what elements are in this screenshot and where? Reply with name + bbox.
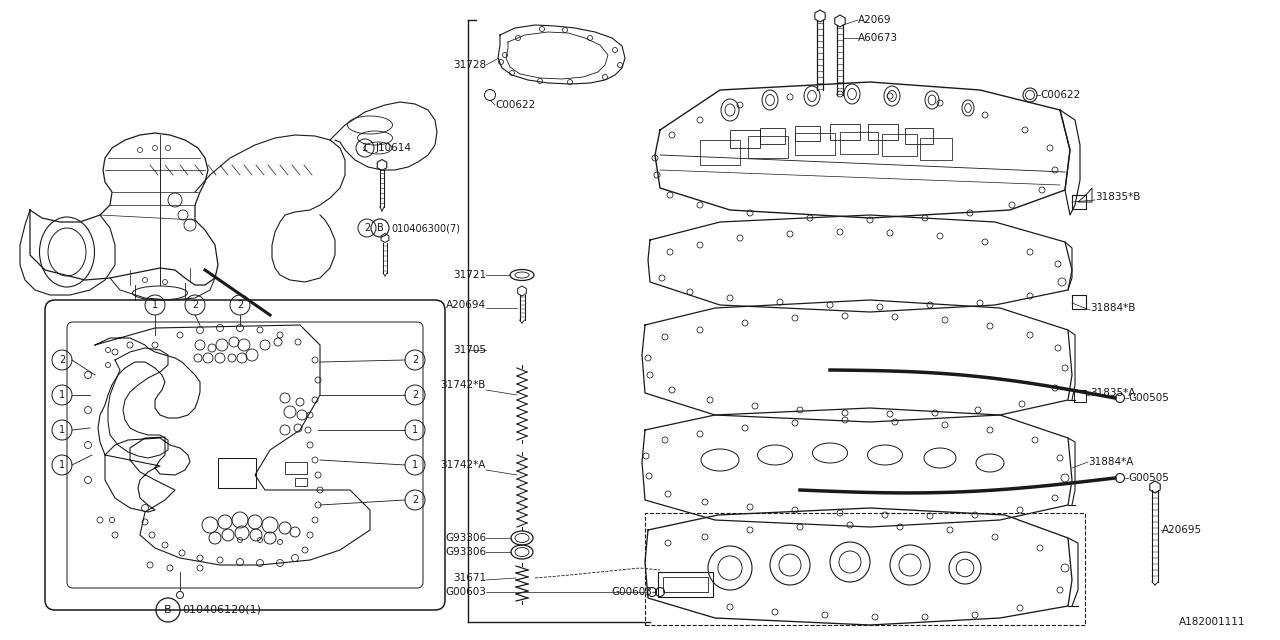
Text: 1: 1: [412, 460, 419, 470]
Bar: [760, 128, 785, 144]
Text: 2: 2: [412, 495, 419, 505]
Text: 31835*A: 31835*A: [1091, 388, 1135, 398]
Bar: [645, 513, 1085, 625]
Bar: [730, 130, 760, 148]
Text: 2: 2: [412, 390, 419, 400]
Bar: [882, 134, 916, 156]
Text: G00603: G00603: [445, 587, 486, 597]
Bar: [218, 458, 256, 488]
Bar: [285, 462, 307, 474]
Text: 2: 2: [237, 300, 243, 310]
Text: 31884*A: 31884*A: [1088, 457, 1133, 467]
Text: A60673: A60673: [858, 33, 899, 43]
Text: 31705: 31705: [453, 345, 486, 355]
Text: A182001111: A182001111: [1179, 617, 1245, 627]
Text: C00622: C00622: [495, 100, 535, 110]
Text: J10614: J10614: [376, 143, 412, 153]
Text: 010406300(7): 010406300(7): [390, 223, 460, 233]
Text: G00505: G00505: [1128, 393, 1169, 403]
Bar: [795, 133, 835, 155]
Text: 31721: 31721: [453, 270, 486, 280]
Bar: [840, 132, 878, 154]
Text: 1: 1: [59, 390, 65, 400]
Bar: [658, 572, 713, 597]
Text: G93306: G93306: [445, 547, 486, 557]
Text: C00622: C00622: [1039, 90, 1080, 100]
Text: 2: 2: [192, 300, 198, 310]
Text: G00505: G00505: [1128, 473, 1169, 483]
Text: 31884*B: 31884*B: [1091, 303, 1135, 313]
Text: 31671: 31671: [453, 573, 486, 583]
Bar: [868, 124, 899, 140]
Text: 2: 2: [364, 223, 370, 233]
Text: 1: 1: [152, 300, 157, 310]
Text: 1: 1: [412, 425, 419, 435]
Text: G00603: G00603: [611, 587, 652, 597]
Bar: [294, 478, 307, 486]
Text: B: B: [376, 223, 384, 233]
Bar: [700, 140, 740, 165]
Text: 31835*B: 31835*B: [1094, 192, 1140, 202]
Bar: [920, 138, 952, 160]
Text: 1: 1: [59, 460, 65, 470]
Text: 1: 1: [59, 425, 65, 435]
Text: B: B: [164, 605, 172, 615]
Text: 2: 2: [412, 355, 419, 365]
Bar: [905, 128, 933, 144]
Bar: [748, 136, 788, 158]
Text: 010406120(1): 010406120(1): [182, 605, 261, 615]
Text: G93306: G93306: [445, 533, 486, 543]
Text: A20695: A20695: [1162, 525, 1202, 535]
Text: 31742*A: 31742*A: [440, 460, 486, 470]
Text: A20694: A20694: [445, 300, 486, 310]
Text: A2069: A2069: [858, 15, 891, 25]
Bar: [663, 577, 708, 592]
Text: 1: 1: [362, 143, 369, 153]
Text: 31728: 31728: [453, 60, 486, 70]
Bar: [795, 126, 820, 141]
Bar: [829, 124, 860, 140]
Text: 2: 2: [59, 355, 65, 365]
Text: 31742*B: 31742*B: [440, 380, 486, 390]
